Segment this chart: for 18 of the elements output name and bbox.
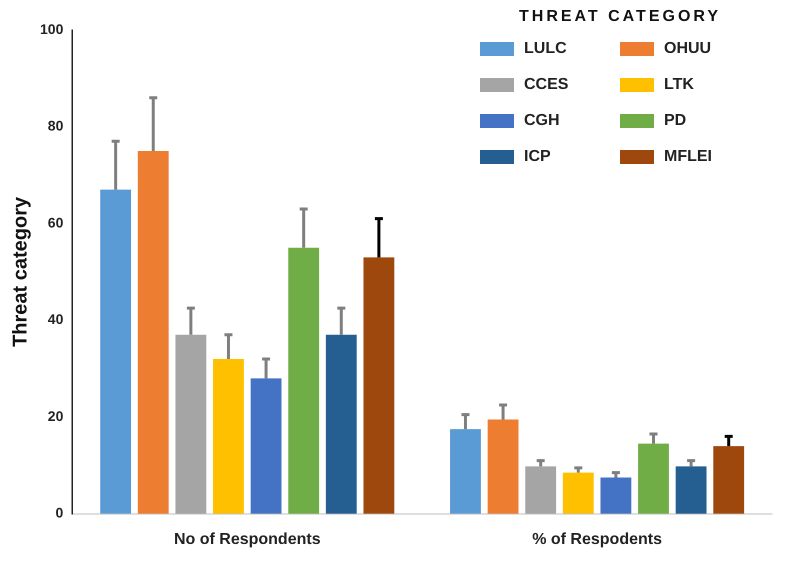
legend-label: LTK [664, 76, 694, 94]
x-tick-label: % of Respodents [532, 530, 662, 548]
y-tick-label: 80 [48, 118, 64, 134]
legend-label: LULC [524, 40, 567, 58]
legend-label: CGH [524, 112, 560, 130]
legend-label: MFLEI [664, 148, 712, 166]
y-tick-label: 100 [40, 20, 64, 37]
y-tick-label: 60 [48, 214, 64, 230]
y-tick-label: 20 [48, 408, 64, 424]
legend-title: THREAT CATEGORY [518, 8, 722, 26]
legend-label: OHUU [664, 40, 712, 58]
legend-label: PD [664, 112, 686, 130]
legend-label: ICP [524, 148, 551, 166]
y-tick-label: 0 [56, 504, 64, 521]
legend-label: CCES [524, 76, 568, 94]
x-tick-label: No of Respondents [174, 530, 321, 548]
y-tick-label: 40 [48, 311, 64, 328]
y-axis-title: Threat category [10, 196, 32, 347]
